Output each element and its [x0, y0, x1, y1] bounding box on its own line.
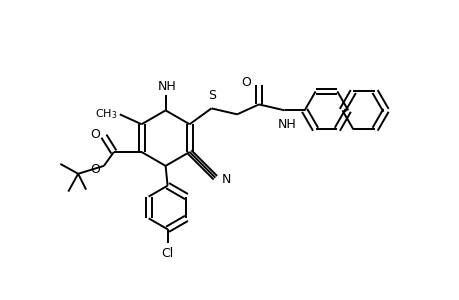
Text: NH: NH — [277, 118, 296, 131]
Text: O: O — [90, 128, 100, 141]
Text: Cl: Cl — [161, 247, 174, 260]
Text: CH$_3$: CH$_3$ — [95, 107, 118, 121]
Text: S: S — [208, 89, 216, 102]
Text: O: O — [241, 76, 251, 89]
Text: O: O — [90, 163, 100, 176]
Text: N: N — [221, 173, 230, 186]
Text: NH: NH — [158, 80, 177, 92]
